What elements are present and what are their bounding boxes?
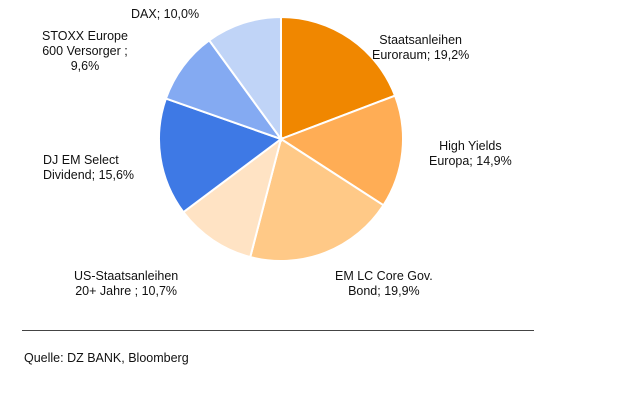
pie-slice-4 xyxy=(158,97,284,214)
source-note: Quelle: DZ BANK, Bloomberg xyxy=(24,351,189,365)
pie-slice-5 xyxy=(164,38,284,142)
slice-label-staatsanleihen: Staatsanleihen Euroraum; 19,2% xyxy=(372,33,470,62)
pie-plot xyxy=(158,15,404,262)
footer-divider xyxy=(22,330,534,331)
slice-label-high-yields: High Yields Europa; 14,9% xyxy=(429,139,512,168)
pie-slice-6 xyxy=(207,15,282,143)
pie-chart: Staatsanleihen Euroraum; 19,2% High Yiel… xyxy=(42,7,512,298)
pie-slice-3 xyxy=(181,136,283,259)
slice-label-dax: DAX; 10,0% xyxy=(131,7,200,21)
slice-label-us-staatsanleihen: US-Staatsanleihen 20+ Jahre ; 10,7% xyxy=(74,269,179,298)
slice-label-dj-em-select: DJ EM Select Dividend; 15,6% xyxy=(43,153,135,182)
slice-label-stoxx-europe: STOXX Europe 600 Versorger ; 9,6% xyxy=(42,29,128,73)
pie-slice-2 xyxy=(249,137,385,262)
pie-slice-0 xyxy=(280,15,397,141)
pie-slice-1 xyxy=(278,94,404,207)
slice-label-em-lc-core: EM LC Core Gov. Bond; 19,9% xyxy=(335,269,433,298)
